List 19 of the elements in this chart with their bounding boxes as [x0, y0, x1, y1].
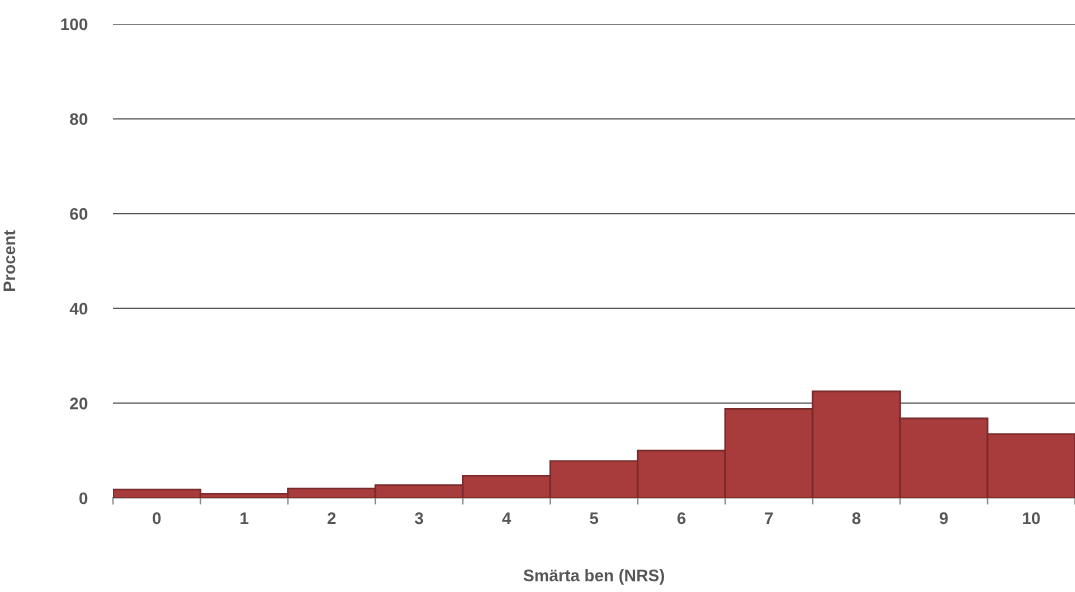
- y-tick-label: 80: [69, 113, 88, 125]
- x-tick-label: 9: [939, 512, 948, 525]
- x-tick-label: 5: [589, 512, 599, 525]
- x-tick-label: 0: [152, 512, 161, 525]
- x-tick-label: 4: [502, 512, 512, 524]
- x-tick-label: 3: [414, 512, 424, 525]
- y-axis-title: Procent: [3, 230, 16, 291]
- x-axis-title: Smärta ben (NRS): [523, 569, 665, 585]
- x-tick-label: 1: [240, 512, 249, 524]
- x-tick-label: 10: [1023, 512, 1040, 525]
- y-tick-label: 100: [61, 18, 88, 31]
- x-tick-label: 6: [677, 512, 686, 525]
- y-tick-label: 0: [79, 492, 88, 505]
- x-tick-label: 8: [852, 512, 861, 525]
- x-tick-label: 7: [764, 512, 773, 524]
- y-tick-label: 40: [69, 302, 88, 315]
- x-tick-label: 2: [327, 512, 336, 524]
- y-tick-label: 60: [70, 208, 88, 220]
- y-tick-label: 20: [70, 397, 88, 410]
